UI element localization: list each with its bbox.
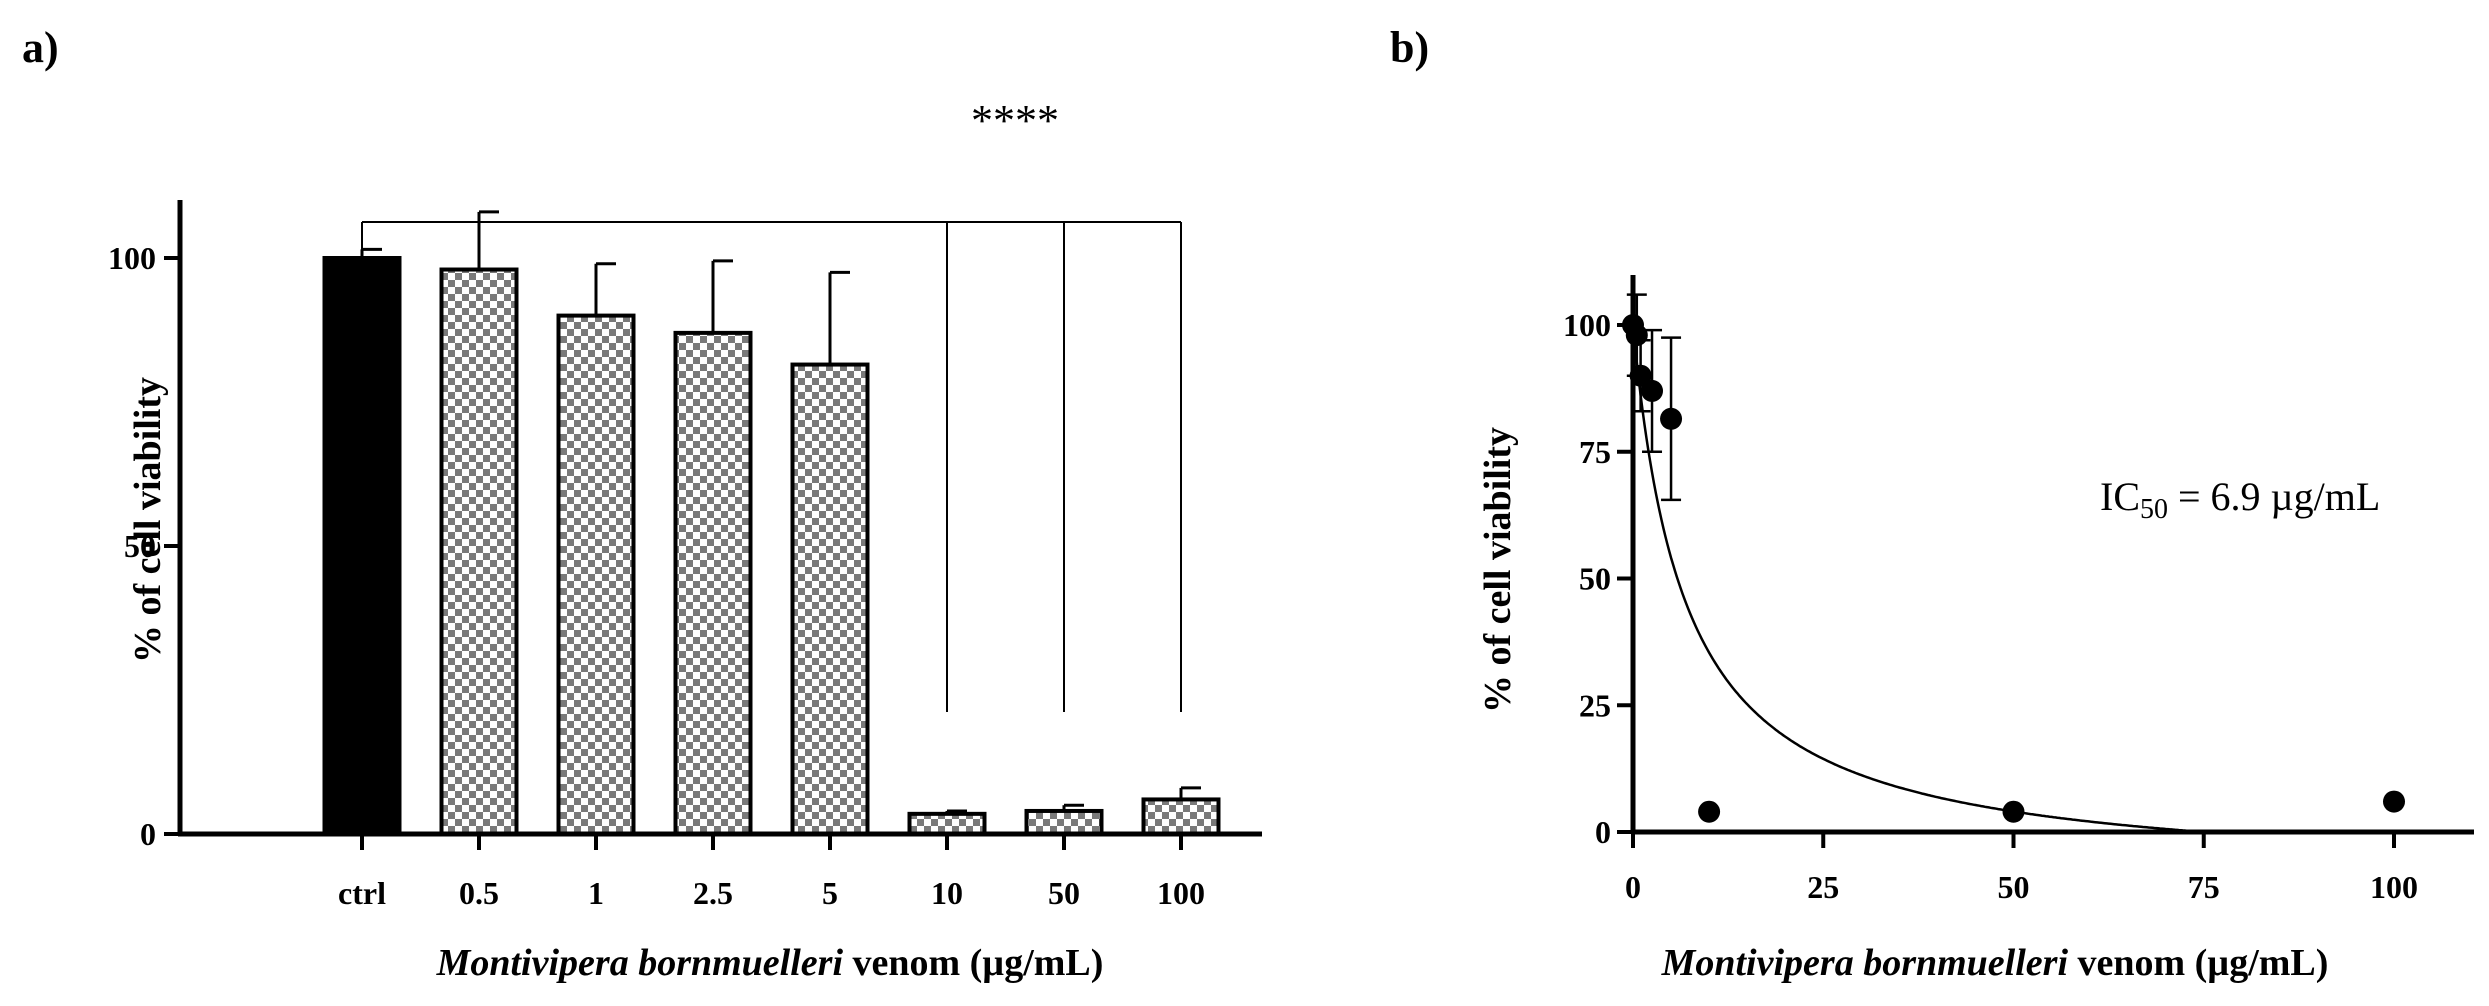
x-tick-label: 50 bbox=[1998, 869, 2030, 905]
y-axis-label: % of cell viability bbox=[1477, 427, 1519, 713]
x-axis-label-species: Montivipera bornmuelleri bbox=[1661, 942, 2069, 984]
data-point bbox=[1629, 364, 1652, 387]
bar bbox=[556, 313, 636, 837]
x-axis-label-unit: venom (µg/mL) bbox=[2068, 942, 2328, 984]
bar bbox=[1141, 797, 1221, 837]
dose-response-panel: b) 0 25 50 75 100 0 25 50 75 100 % of cell viabil… bbox=[1390, 23, 2474, 984]
x-tick-label: 2.5 bbox=[693, 875, 733, 911]
x-tick-label: 10 bbox=[931, 875, 963, 911]
ic50-annotation: IC50 = 6.9 µg/mL bbox=[2100, 474, 2380, 525]
y-axis-label: % of cell viability bbox=[127, 377, 169, 663]
bar bbox=[907, 811, 987, 837]
bar bbox=[322, 256, 402, 836]
x-tick-label: 100 bbox=[2370, 869, 2418, 905]
y-tick-label: 100 bbox=[1563, 307, 1611, 343]
y-tick-label: 0 bbox=[140, 816, 156, 852]
x-tick-label: 50 bbox=[1048, 875, 1080, 911]
x-tick-label: 5 bbox=[822, 875, 838, 911]
data-point bbox=[1625, 324, 1648, 347]
bar bbox=[1024, 808, 1104, 837]
y-tick-label: 100 bbox=[108, 240, 156, 276]
data-point bbox=[1698, 800, 1721, 823]
ic50-label: IC bbox=[2100, 474, 2140, 519]
bar bbox=[790, 362, 870, 836]
bar bbox=[673, 330, 753, 836]
axes bbox=[1617, 275, 2474, 848]
x-tick-label: 0 bbox=[1625, 869, 1641, 905]
x-tick-label: 1 bbox=[588, 875, 604, 911]
y-tick-label: 50 bbox=[1579, 561, 1611, 597]
x-tick-label: ctrl bbox=[338, 875, 386, 911]
x-tick-label: 100 bbox=[1157, 875, 1205, 911]
bar-chart-panel: a) **** 0 50 100 ctrl 0.5 1 2.5 5 10 50 100 % of c… bbox=[22, 23, 1262, 984]
data-point bbox=[2383, 790, 2405, 813]
panel-b-label: b) bbox=[1390, 23, 1429, 72]
y-tick-label: 50 bbox=[124, 528, 156, 564]
x-axis-label: Montivipera bornmuelleri venom (µg/mL) bbox=[1661, 942, 2329, 984]
bars bbox=[322, 210, 1221, 837]
data-points bbox=[1622, 293, 2405, 823]
ic50-subscript: 50 bbox=[2140, 494, 2168, 525]
x-tick-label: 25 bbox=[1807, 869, 1839, 905]
x-tick-label: 75 bbox=[2188, 869, 2220, 905]
x-axis-label: Montivipera bornmuelleri venom (µg/mL) bbox=[436, 942, 1104, 984]
y-tick-label: 75 bbox=[1579, 434, 1611, 470]
axes bbox=[164, 200, 1262, 850]
data-point bbox=[1660, 407, 1683, 430]
x-axis-label-species: Montivipera bornmuelleri bbox=[436, 942, 844, 984]
fit-line bbox=[1631, 324, 2204, 834]
panel-a-label: a) bbox=[22, 23, 59, 72]
fit-curve bbox=[1631, 324, 2204, 834]
y-tick-label: 25 bbox=[1579, 687, 1611, 723]
y-tick-label: 0 bbox=[1595, 814, 1611, 850]
significance-stars: **** bbox=[971, 96, 1059, 145]
bar bbox=[439, 267, 519, 836]
ic50-value: = 6.9 µg/mL bbox=[2168, 474, 2380, 519]
data-point bbox=[1641, 379, 1664, 402]
significance-brackets bbox=[361, 221, 1182, 712]
data-point bbox=[2002, 800, 2025, 823]
x-tick-label: 0.5 bbox=[459, 875, 499, 911]
tick-labels: 0 25 50 75 100 0 25 50 75 100 bbox=[1563, 307, 2418, 905]
tick-labels: 0 50 100 ctrl 0.5 1 2.5 5 10 50 100 bbox=[108, 240, 1205, 911]
x-axis-label-unit: venom (µg/mL) bbox=[843, 942, 1103, 984]
